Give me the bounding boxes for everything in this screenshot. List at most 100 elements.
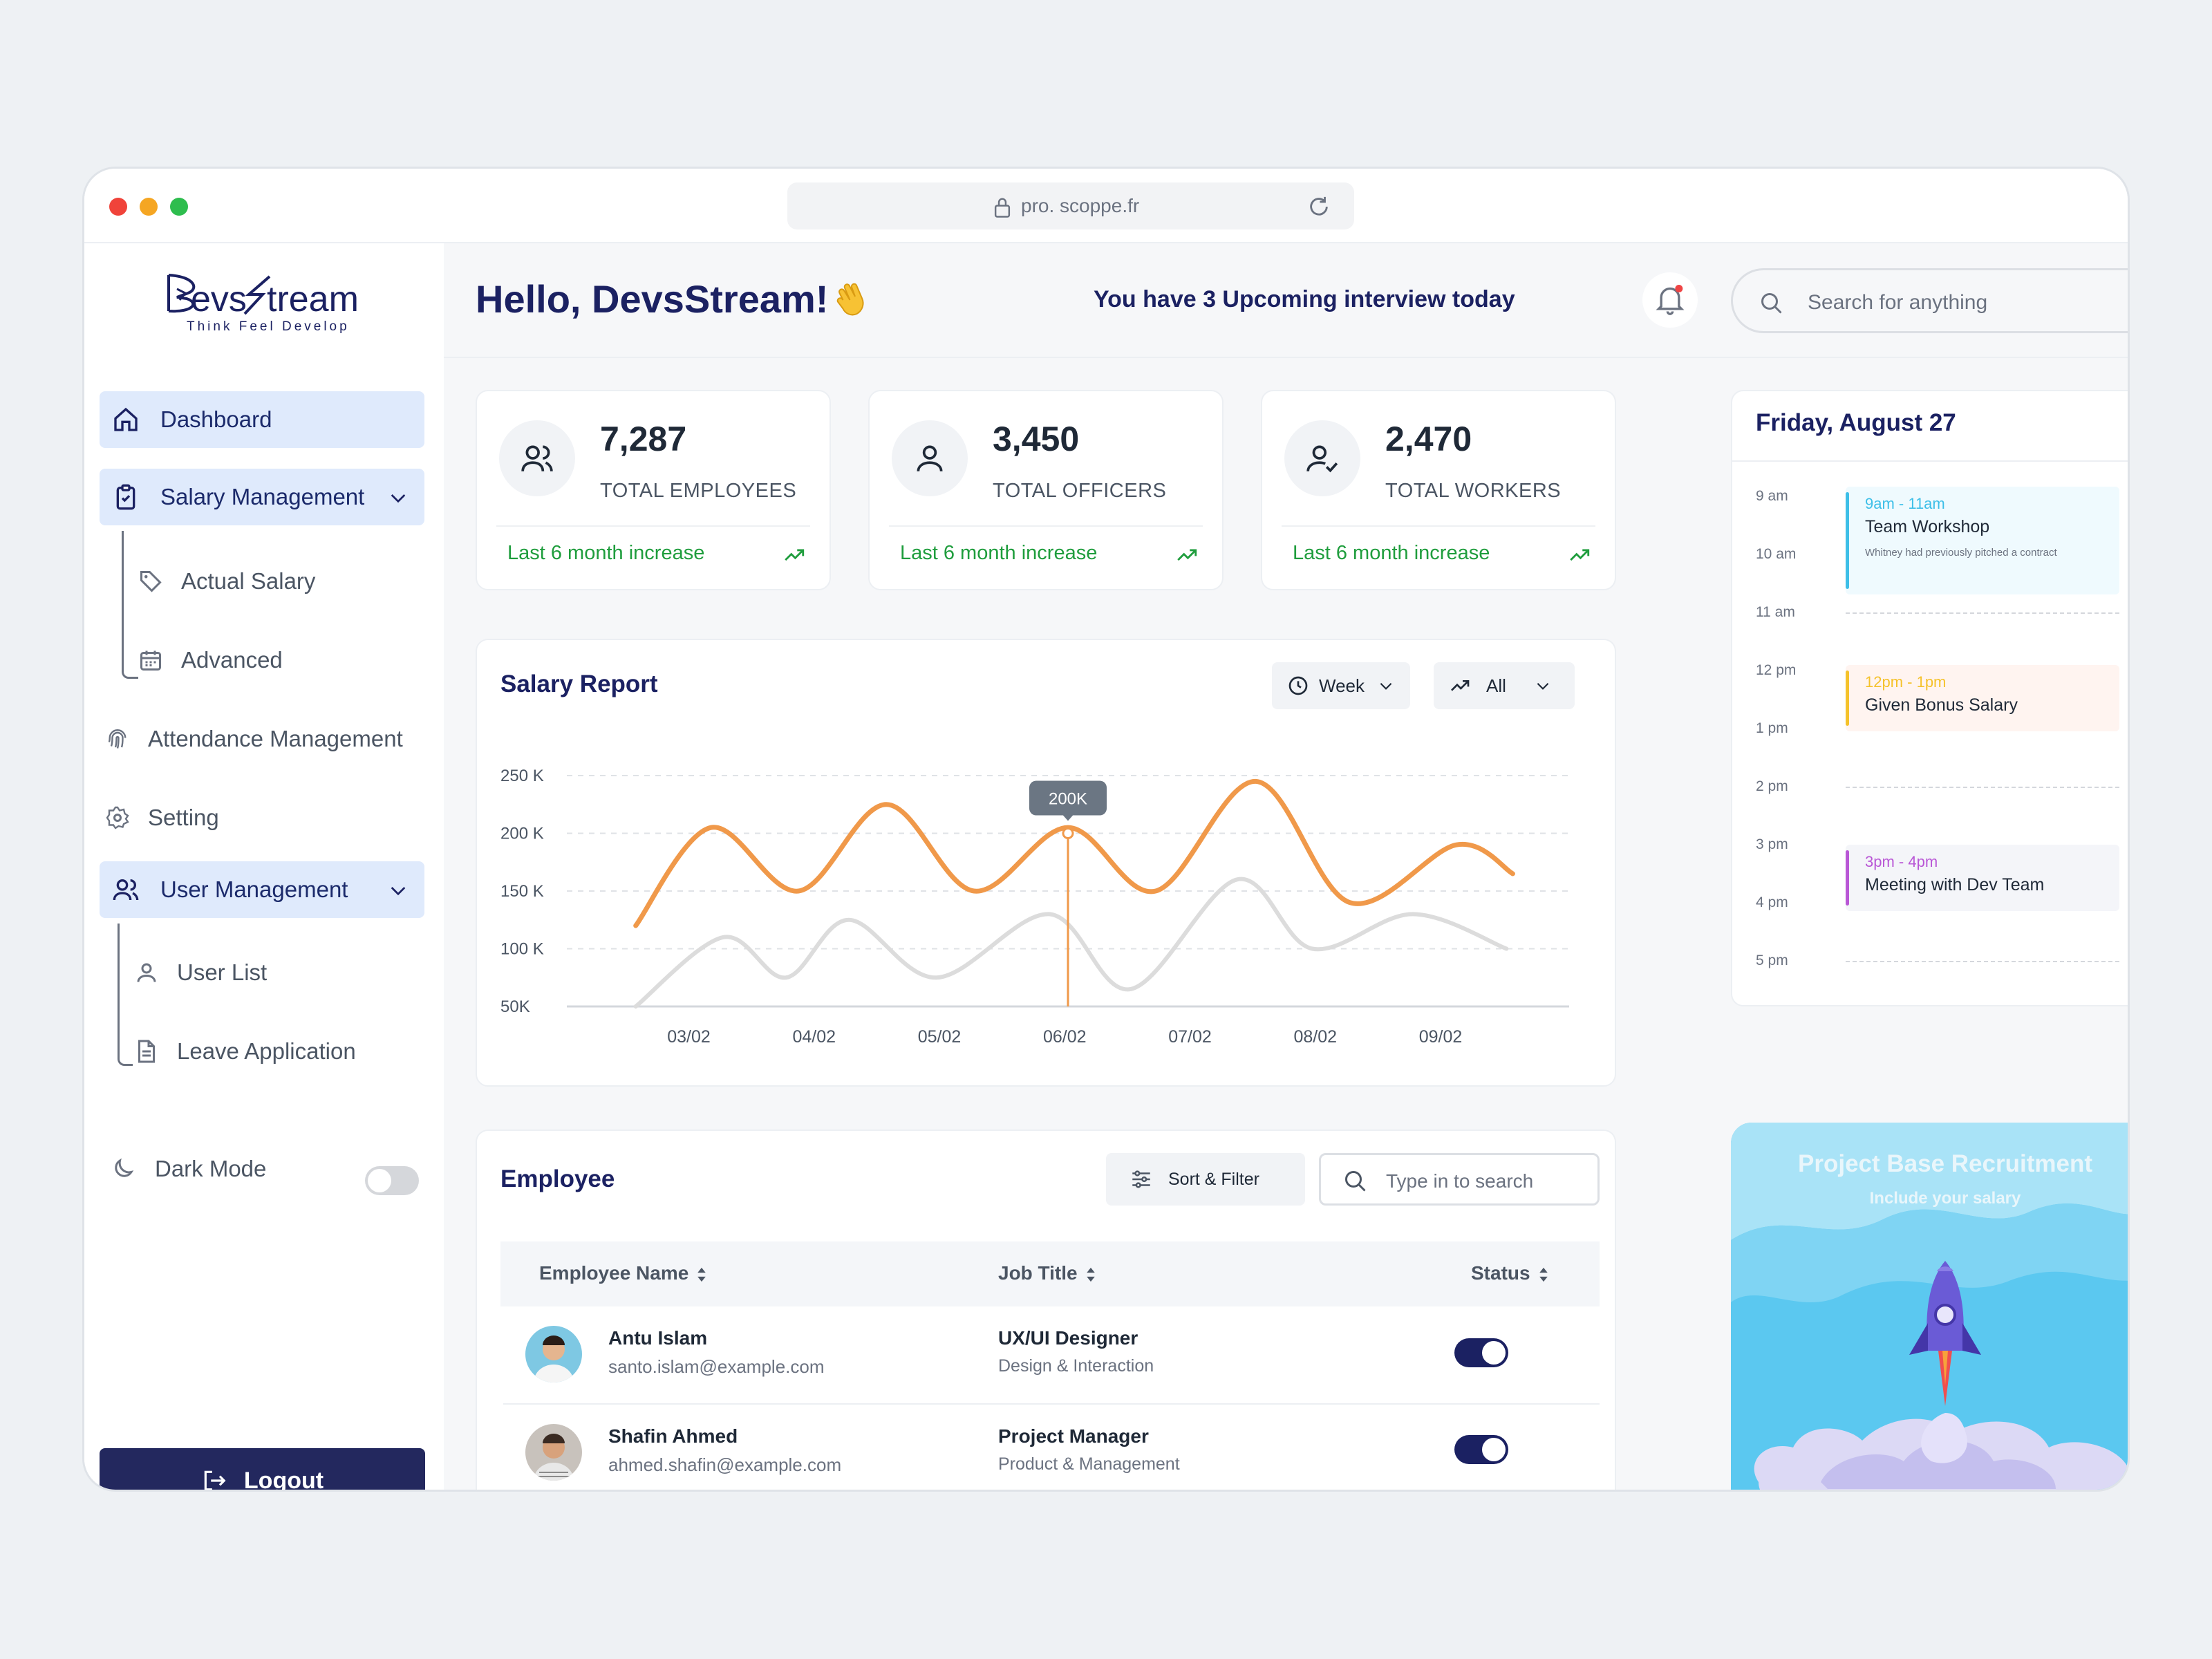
nav-advanced[interactable]: Advanced xyxy=(138,647,283,673)
devsstream-logo: evs tream Think Feel Develop xyxy=(167,274,359,334)
fingerprint-icon xyxy=(108,729,126,749)
recruitment-promo-card[interactable]: Project Base Recruitment Include your sa… xyxy=(1731,1123,2128,1490)
stat-value: 3,450 xyxy=(993,420,1080,458)
search-icon xyxy=(1345,1171,1366,1192)
y-tick-label: 200 K xyxy=(500,825,544,843)
stat-label: TOTAL EMPLOYEES xyxy=(600,480,797,502)
browser-window: pro. scoppe.fr evs tream Think Feel Deve… xyxy=(82,167,2130,1492)
nav-salary-management-label: Salary Management xyxy=(160,484,365,509)
stat-icon-circle xyxy=(892,420,968,496)
employee-card: Employee Sort & Filter Type in to search… xyxy=(476,1130,1616,1490)
employee-email: ahmed.shafin@example.com xyxy=(608,1454,842,1475)
tree-line xyxy=(118,924,120,986)
calendar-event[interactable]: 3pm - 4pm Meeting with Dev Team xyxy=(1846,845,2119,911)
close-window-button[interactable] xyxy=(109,198,127,216)
dark-mode-label: Dark Mode xyxy=(155,1156,267,1181)
notification-button[interactable] xyxy=(1642,272,1698,328)
browser-titlebar: pro. scoppe.fr xyxy=(84,169,2128,243)
maximize-window-button[interactable] xyxy=(170,198,188,216)
moon-icon xyxy=(115,1158,134,1177)
main-content: Hello, DevsStream! You have 3 Upcoming i… xyxy=(444,243,2128,1490)
sort-filter-button[interactable]: Sort & Filter xyxy=(1106,1153,1305,1206)
event-note: Whitney had previously pitched a contrac… xyxy=(1865,547,2057,559)
users-icon xyxy=(113,879,139,901)
status-toggle[interactable] xyxy=(1454,1338,1508,1367)
trending-up-icon xyxy=(1570,549,1590,561)
gear-icon xyxy=(106,806,129,830)
minimize-window-button[interactable] xyxy=(140,198,158,216)
global-search-placeholder: Search for anything xyxy=(1808,291,1988,314)
calendar-event[interactable]: 12pm - 1pm Given Bonus Salary xyxy=(1846,665,2119,731)
stat-card-workers: 2,470 TOTAL WORKERS Last 6 month increas… xyxy=(1261,390,1616,590)
table-row[interactable]: Shafin Ahmed ahmed.shafin@example.com Pr… xyxy=(503,1406,1600,1490)
tag-icon xyxy=(140,571,162,592)
x-tick-label: 07/02 xyxy=(1168,1027,1212,1047)
nav-actual-salary[interactable]: Actual Salary xyxy=(138,568,315,594)
logout-button[interactable]: Logout xyxy=(100,1448,425,1490)
chevron-down-icon xyxy=(1380,682,1392,690)
tree-line xyxy=(118,969,133,1066)
table-row[interactable]: Antu Islam santo.islam@example.com UX/UI… xyxy=(503,1308,1600,1405)
promo-title: Project Base Recruitment xyxy=(1798,1150,2092,1177)
stat-trend-text: Last 6 month increase xyxy=(507,542,705,564)
divider xyxy=(1282,525,1595,527)
event-color-bar xyxy=(1846,492,1849,589)
stat-trend-text: Last 6 month increase xyxy=(1293,542,1490,564)
tooltip-pointer xyxy=(1062,814,1074,821)
promo-illustration xyxy=(1731,1123,2128,1490)
column-header-status[interactable]: Status xyxy=(1471,1262,1550,1284)
sort-icon xyxy=(1086,1267,1095,1282)
stat-icon-circle xyxy=(1284,420,1360,496)
series-filter-select[interactable]: All xyxy=(1434,662,1575,709)
nav-dashboard[interactable]: Dashboard xyxy=(100,391,424,448)
nav-leave-application-label: Leave Application xyxy=(177,1038,356,1064)
employee-heading: Employee xyxy=(500,1165,615,1192)
nav-leave-application[interactable]: Leave Application xyxy=(134,1038,356,1065)
reload-icon[interactable] xyxy=(1307,195,1331,218)
calendar-event[interactable]: 9am - 11am Team Workshop Whitney had pre… xyxy=(1846,487,2119,594)
sort-icon xyxy=(1539,1267,1548,1282)
chevron-down-icon[interactable] xyxy=(387,879,409,901)
clipboard-check-icon xyxy=(116,484,135,510)
toggle-knob xyxy=(368,1169,391,1192)
period-filter-select[interactable]: Week xyxy=(1272,662,1410,709)
series-filter-value: All xyxy=(1486,675,1506,696)
period-filter-value: Week xyxy=(1319,675,1365,696)
user-check-icon xyxy=(1306,445,1338,473)
status-toggle[interactable] xyxy=(1454,1435,1508,1464)
document-icon xyxy=(138,1040,155,1063)
hour-label: 4 pm xyxy=(1756,894,1788,910)
salary-line-chart: 250 K 200 K 150 K 100 K 50K 03/02 04/02 05/02 06… xyxy=(500,767,1569,1047)
nav-attendance-management[interactable]: Attendance Management xyxy=(105,726,403,752)
dark-mode-toggle[interactable] xyxy=(365,1166,419,1195)
chevron-down-icon[interactable] xyxy=(387,487,409,509)
users-icon xyxy=(521,445,553,471)
sort-icon xyxy=(697,1267,706,1282)
column-header-name[interactable]: Employee Name xyxy=(539,1262,708,1284)
sliders-icon xyxy=(1132,1170,1150,1188)
x-tick-label: 08/02 xyxy=(1294,1027,1338,1047)
employee-search-input[interactable]: Type in to search xyxy=(1319,1153,1600,1206)
nav-user-management[interactable]: User Management xyxy=(100,861,424,918)
user-icon xyxy=(917,445,943,471)
column-header-job[interactable]: Job Title xyxy=(998,1262,1097,1284)
global-search-input[interactable]: Search for anything xyxy=(1731,268,2128,333)
avatar xyxy=(525,1326,582,1382)
calendar-icon xyxy=(140,650,161,671)
svg-text:Think Feel Develop: Think Feel Develop xyxy=(187,319,350,334)
nav-user-list[interactable]: User List xyxy=(134,959,267,986)
nav-salary-management[interactable]: Salary Management xyxy=(100,469,424,525)
address-bar[interactable]: pro. scoppe.fr xyxy=(787,182,1354,229)
event-color-bar xyxy=(1846,671,1849,726)
tree-line xyxy=(122,531,124,593)
nav-setting[interactable]: Setting xyxy=(105,805,219,831)
stat-icon-circle xyxy=(499,420,575,496)
hour-gridline xyxy=(1846,612,2119,614)
x-tick-label: 09/02 xyxy=(1419,1027,1463,1047)
event-title: Team Workshop xyxy=(1865,517,1990,536)
highlight-point xyxy=(1062,827,1074,839)
nav-dashboard-label: Dashboard xyxy=(160,406,272,432)
chevron-down-icon xyxy=(1537,682,1549,690)
interview-notice: You have 3 Upcoming interview today xyxy=(1094,286,1515,312)
divider xyxy=(1732,460,2128,462)
